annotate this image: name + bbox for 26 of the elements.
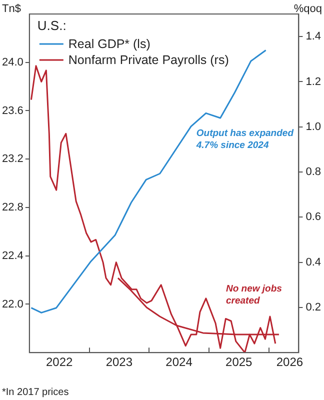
y2-tick-label: 1.2 — [306, 76, 322, 88]
y-tick-label: 22.0 — [2, 298, 24, 310]
y-tick-label: 23.6 — [2, 104, 24, 117]
y2-tick-label: 0.2 — [306, 301, 322, 314]
y2-tick-label: 1.4 — [306, 30, 322, 43]
y-tick-label: 23.2 — [2, 153, 24, 166]
legend-label: Real GDP* (ls) — [68, 37, 150, 51]
y2-tick-label: 0.8 — [306, 166, 322, 178]
annotation: Output has expanded 4.7% since 2024 — [195, 128, 294, 151]
x-tick-label: 2024 — [166, 355, 193, 370]
y2-axis-title: %qoq — [294, 3, 322, 15]
y-tick-label: 22.8 — [2, 202, 24, 214]
y-tick-label: 24.0 — [2, 56, 24, 68]
annotation: No new jobs created — [226, 284, 282, 307]
y2-tick-label: 0.4 — [306, 256, 322, 268]
text: *In 2017 prices — [2, 387, 69, 398]
legend-label: Nonfarm Private Payrolls (rs) — [68, 53, 229, 67]
chart-title: U.S.: — [37, 18, 66, 33]
x-tick-label: 2023 — [106, 355, 133, 370]
y2-tick-label: 0.6 — [306, 211, 322, 224]
x-tick-label: 2022 — [46, 355, 73, 370]
x-tick-label: 2026 — [276, 355, 304, 370]
x-tick-label: 2025 — [226, 355, 253, 370]
y2-tick-label: 1.0 — [306, 120, 322, 133]
y-tick-label: 22.4 — [2, 250, 24, 262]
y-axis-title: Tn$ — [2, 3, 21, 15]
